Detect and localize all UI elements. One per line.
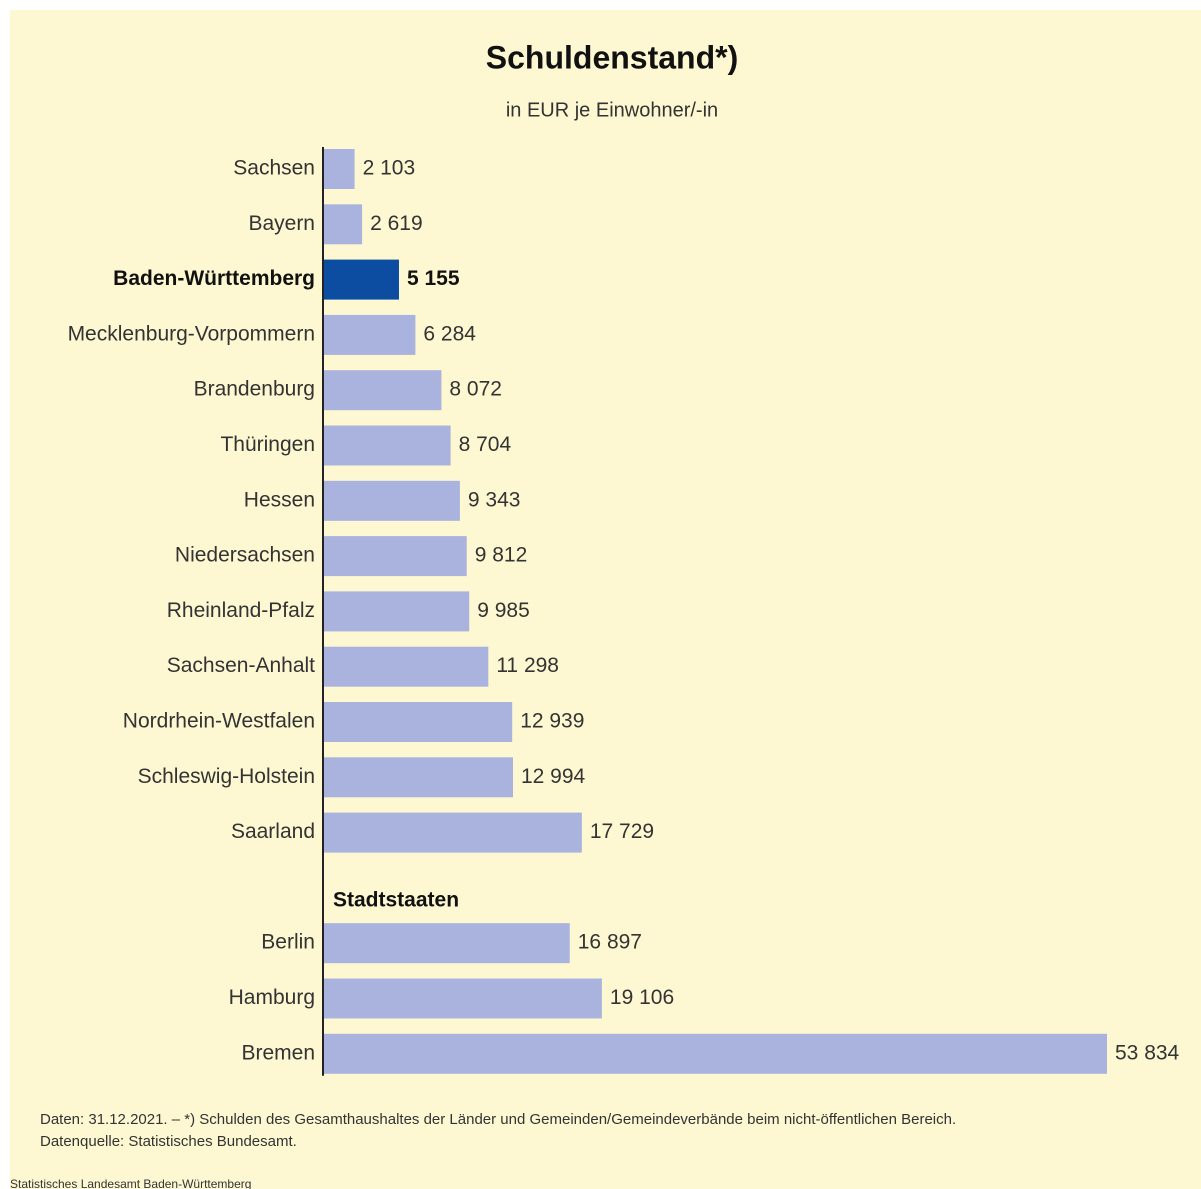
- y-tick-label: Sachsen-Anhalt: [167, 654, 315, 677]
- value-label: 8 072: [449, 378, 502, 401]
- y-tick-label: Baden-Württemberg: [113, 267, 315, 290]
- value-label: 11 298: [496, 654, 559, 677]
- value-label: 8 704: [459, 433, 512, 456]
- y-tick-label: Hamburg: [229, 986, 315, 1009]
- value-label: 9 985: [477, 599, 530, 622]
- y-tick-label: Niedersachsen: [175, 544, 315, 567]
- y-tick-label: Sachsen: [233, 157, 315, 180]
- y-tick-label: Schleswig-Holstein: [138, 765, 315, 788]
- source: Statistisches Landesamt Baden-Württember…: [10, 1177, 251, 1189]
- bar: [324, 923, 570, 964]
- value-label: 16 897: [578, 931, 642, 954]
- y-tick-label: Bremen: [241, 1041, 315, 1064]
- value-label: 53 834: [1115, 1041, 1180, 1064]
- bar: [324, 204, 363, 245]
- y-tick-label: Nordrhein-Westfalen: [123, 710, 315, 733]
- chart-title: Schuldenstand*): [486, 39, 738, 75]
- value-label: 12 994: [521, 765, 586, 788]
- value-label: 2 619: [370, 212, 423, 235]
- y-tick-label: Mecklenburg-Vorpommern: [68, 322, 315, 345]
- y-tick-label: Saarland: [231, 820, 315, 843]
- bar: [324, 314, 416, 355]
- value-label: 17 729: [590, 820, 654, 843]
- value-label: 6 284: [423, 322, 476, 345]
- bar: [324, 757, 513, 798]
- y-tick-label: Brandenburg: [194, 378, 315, 401]
- bar: [324, 425, 451, 466]
- chart-subtitle: in EUR je Einwohner/-in: [506, 99, 718, 121]
- bar: [324, 978, 602, 1019]
- group-label: Stadtstaaten: [333, 888, 459, 911]
- y-tick-label: Bayern: [248, 212, 315, 235]
- value-label: 12 939: [520, 710, 584, 733]
- bar: [324, 536, 467, 577]
- bar: [324, 591, 470, 632]
- bar: [324, 149, 355, 189]
- y-tick-label: Rheinland-Pfalz: [167, 599, 315, 622]
- value-label: 9 812: [475, 544, 528, 567]
- bar: [324, 259, 399, 300]
- y-tick-label: Berlin: [261, 931, 315, 954]
- background: [10, 10, 1201, 1189]
- bar: [324, 702, 513, 742]
- bar: [324, 480, 460, 521]
- bar: [324, 646, 489, 687]
- bar: [324, 370, 442, 411]
- value-label: 19 106: [610, 986, 674, 1009]
- value-label: 2 103: [363, 157, 416, 180]
- bar: [324, 1033, 1107, 1074]
- bar: [324, 812, 582, 853]
- y-tick-label: Thüringen: [220, 433, 315, 456]
- footnote: Datenquelle: Statistisches Bundesamt.: [40, 1133, 297, 1150]
- value-label: 9 343: [468, 488, 521, 511]
- footnote: Daten: 31.12.2021. – *) Schulden des Ges…: [40, 1111, 956, 1128]
- value-label: 5 155: [407, 267, 460, 290]
- y-tick-label: Hessen: [244, 488, 315, 511]
